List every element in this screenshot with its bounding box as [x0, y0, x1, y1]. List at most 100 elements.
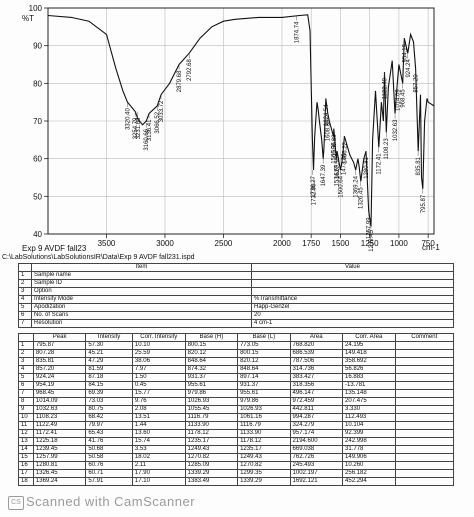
peak-cell-3: 0.45	[131, 381, 186, 390]
peak-cell-7: 135.148	[342, 389, 396, 398]
info-cell-n: 6	[18, 311, 32, 320]
peak-cell-0: 5	[18, 373, 34, 382]
peak-cell-0: 18	[18, 477, 34, 486]
info-row: 1 Sample name	[18, 271, 454, 280]
info-row: 7 Resolution 4 cm-1	[18, 319, 454, 328]
peak-cell-2: 41.76	[85, 437, 133, 446]
peak-cell-0: 8	[18, 397, 34, 406]
peak-cell-8	[394, 477, 455, 486]
peak-cell-6: 686.539	[289, 349, 344, 358]
peak-cell-8	[394, 469, 455, 478]
peak-label-20: 1326.45	[359, 187, 365, 209]
peak-cell-8	[394, 373, 455, 382]
info-row: 4 Intensity Mode %Transmittance	[18, 295, 454, 304]
peak-cell-3: 17.90	[131, 469, 186, 478]
peak-cell-2: 73.03	[85, 397, 133, 406]
peak-cell-2: 50.58	[85, 453, 133, 462]
file-path: C:\LabSolutions\LabSolutionsIR\Data\Exp …	[2, 254, 195, 261]
peak-label-2: 3254.79	[133, 117, 139, 139]
peak-label-37: 1874.74	[295, 21, 301, 43]
peak-label-36: 1732.00	[311, 183, 317, 205]
peak-label-3: 3160.66	[144, 128, 150, 150]
peak-cell-6: 1692.121	[289, 477, 344, 486]
info-cell-item: Sample ID	[31, 279, 252, 288]
peak-label-14: 1534.69	[334, 164, 340, 186]
peak-label-22: 1257.99	[367, 217, 373, 239]
peak-cell-4: 1116.79	[184, 413, 239, 422]
peak-cell-8	[394, 389, 455, 398]
peak-label-5: 3066.52	[155, 111, 161, 133]
chart-grid	[48, 7, 434, 235]
peak-cell-8	[394, 445, 455, 454]
peak-cell-0: 6	[18, 381, 34, 390]
peak-cell-4: 955.61	[184, 381, 239, 390]
peak-cell-1: 968.45	[32, 389, 87, 398]
peak-cell-1: 1326.45	[32, 469, 87, 478]
info-header-index	[18, 263, 32, 272]
peak-cell-2: 69.39	[85, 389, 133, 398]
peak-cell-1: 1122.49	[32, 421, 87, 430]
peak-cell-0: 2	[18, 349, 34, 358]
peak-cell-3: 2.11	[131, 461, 186, 470]
y-tick-label-4: 60	[33, 155, 42, 164]
table-row: 9 1032.63 80.75 2.08 1055.45 1026.93 442.811 3.…	[18, 405, 455, 414]
peak-label-31: 924.24	[406, 59, 412, 78]
peak-cell-0: 16	[18, 461, 34, 470]
peak-cell-3: 13.51	[131, 413, 186, 422]
info-cell-n: 5	[18, 303, 32, 312]
peak-cell-1: 1108.23	[32, 413, 87, 422]
info-cell-n: 7	[18, 319, 32, 328]
peak-cell-2: 81.59	[85, 365, 133, 374]
table-row: 18 1369.24 57.91 17.10 1383.49 1339.29 1692.12…	[18, 477, 455, 486]
peak-cell-2: 68.42	[85, 413, 133, 422]
info-cell-item: Resolution	[31, 319, 252, 328]
info-cell-n: 4	[18, 295, 32, 304]
peak-cell-3: 9.76	[131, 397, 186, 406]
peak-cell-3: 2.08	[131, 405, 186, 414]
peak-label-8: 2792.68	[187, 59, 193, 81]
info-cell-value	[251, 279, 454, 288]
y-tick-label-2: 80	[33, 79, 42, 88]
info-cell-value	[251, 287, 454, 296]
peak-cell-5: 1178.12	[237, 437, 291, 446]
x-tick-label-0: 3500	[98, 239, 116, 248]
table-row: 13 1225.18 41.76 15.74 1235.17 1178.12 2194.60…	[18, 437, 455, 446]
peak-cell-2: 60.76	[85, 461, 133, 470]
peak-cell-0: 4	[18, 365, 34, 374]
peak-cell-8	[394, 437, 455, 446]
peak-cell-8	[394, 461, 455, 470]
peak-cell-4: 1235.17	[184, 437, 239, 446]
peak-header-3: Corr. Intensity	[131, 333, 186, 342]
info-cell-value: Happ-Genzel	[251, 303, 454, 312]
table-row: 15 1257.99 50.58 18.02 1270.82 1249.43 762.726…	[18, 453, 455, 462]
peak-cell-3: 7.97	[131, 365, 186, 374]
table-row: 4 857.20 81.59 7.97 874.32 848.64 314.736 56.82…	[18, 365, 455, 374]
peak-cell-7: 207.475	[342, 397, 396, 406]
peak-cell-2: 45.21	[85, 349, 133, 358]
peak-cell-1: 795.87	[32, 341, 87, 350]
x-tick-label-6: 1250	[361, 239, 379, 248]
y-unit-label: %T	[22, 14, 34, 23]
peak-cell-7: 149.906	[342, 453, 396, 462]
peak-cell-8	[394, 365, 455, 374]
y-tick-label-1: 90	[33, 42, 42, 51]
peak-cell-0: 13	[18, 437, 34, 446]
peak-cell-7: 10.260	[342, 461, 396, 470]
peak-label-25: 1122.49	[383, 77, 389, 99]
peak-cell-4: 874.32	[184, 365, 239, 374]
peak-cell-4: 800.15	[184, 341, 239, 350]
camscanner-logo-icon: CS	[8, 496, 24, 510]
peak-cell-6: 2194.600	[289, 437, 344, 446]
peak-label-21: 1280.81	[364, 156, 370, 178]
peak-cell-5: 897.14	[237, 373, 291, 382]
peak-cell-6: 442.811	[289, 405, 344, 414]
peak-cell-5: 800.15	[237, 349, 291, 358]
peak-cell-1: 1172.41	[32, 429, 87, 438]
peak-cell-7: 149.418	[342, 349, 396, 358]
peak-cell-8	[394, 357, 455, 366]
peak-cell-7: -13.781	[342, 381, 396, 390]
peak-cell-0: 7	[18, 389, 34, 398]
peak-label-24: 1172.41	[377, 153, 383, 175]
peak-header-4: Base (H)	[184, 333, 239, 342]
peak-label-33: 835.81	[416, 156, 422, 175]
